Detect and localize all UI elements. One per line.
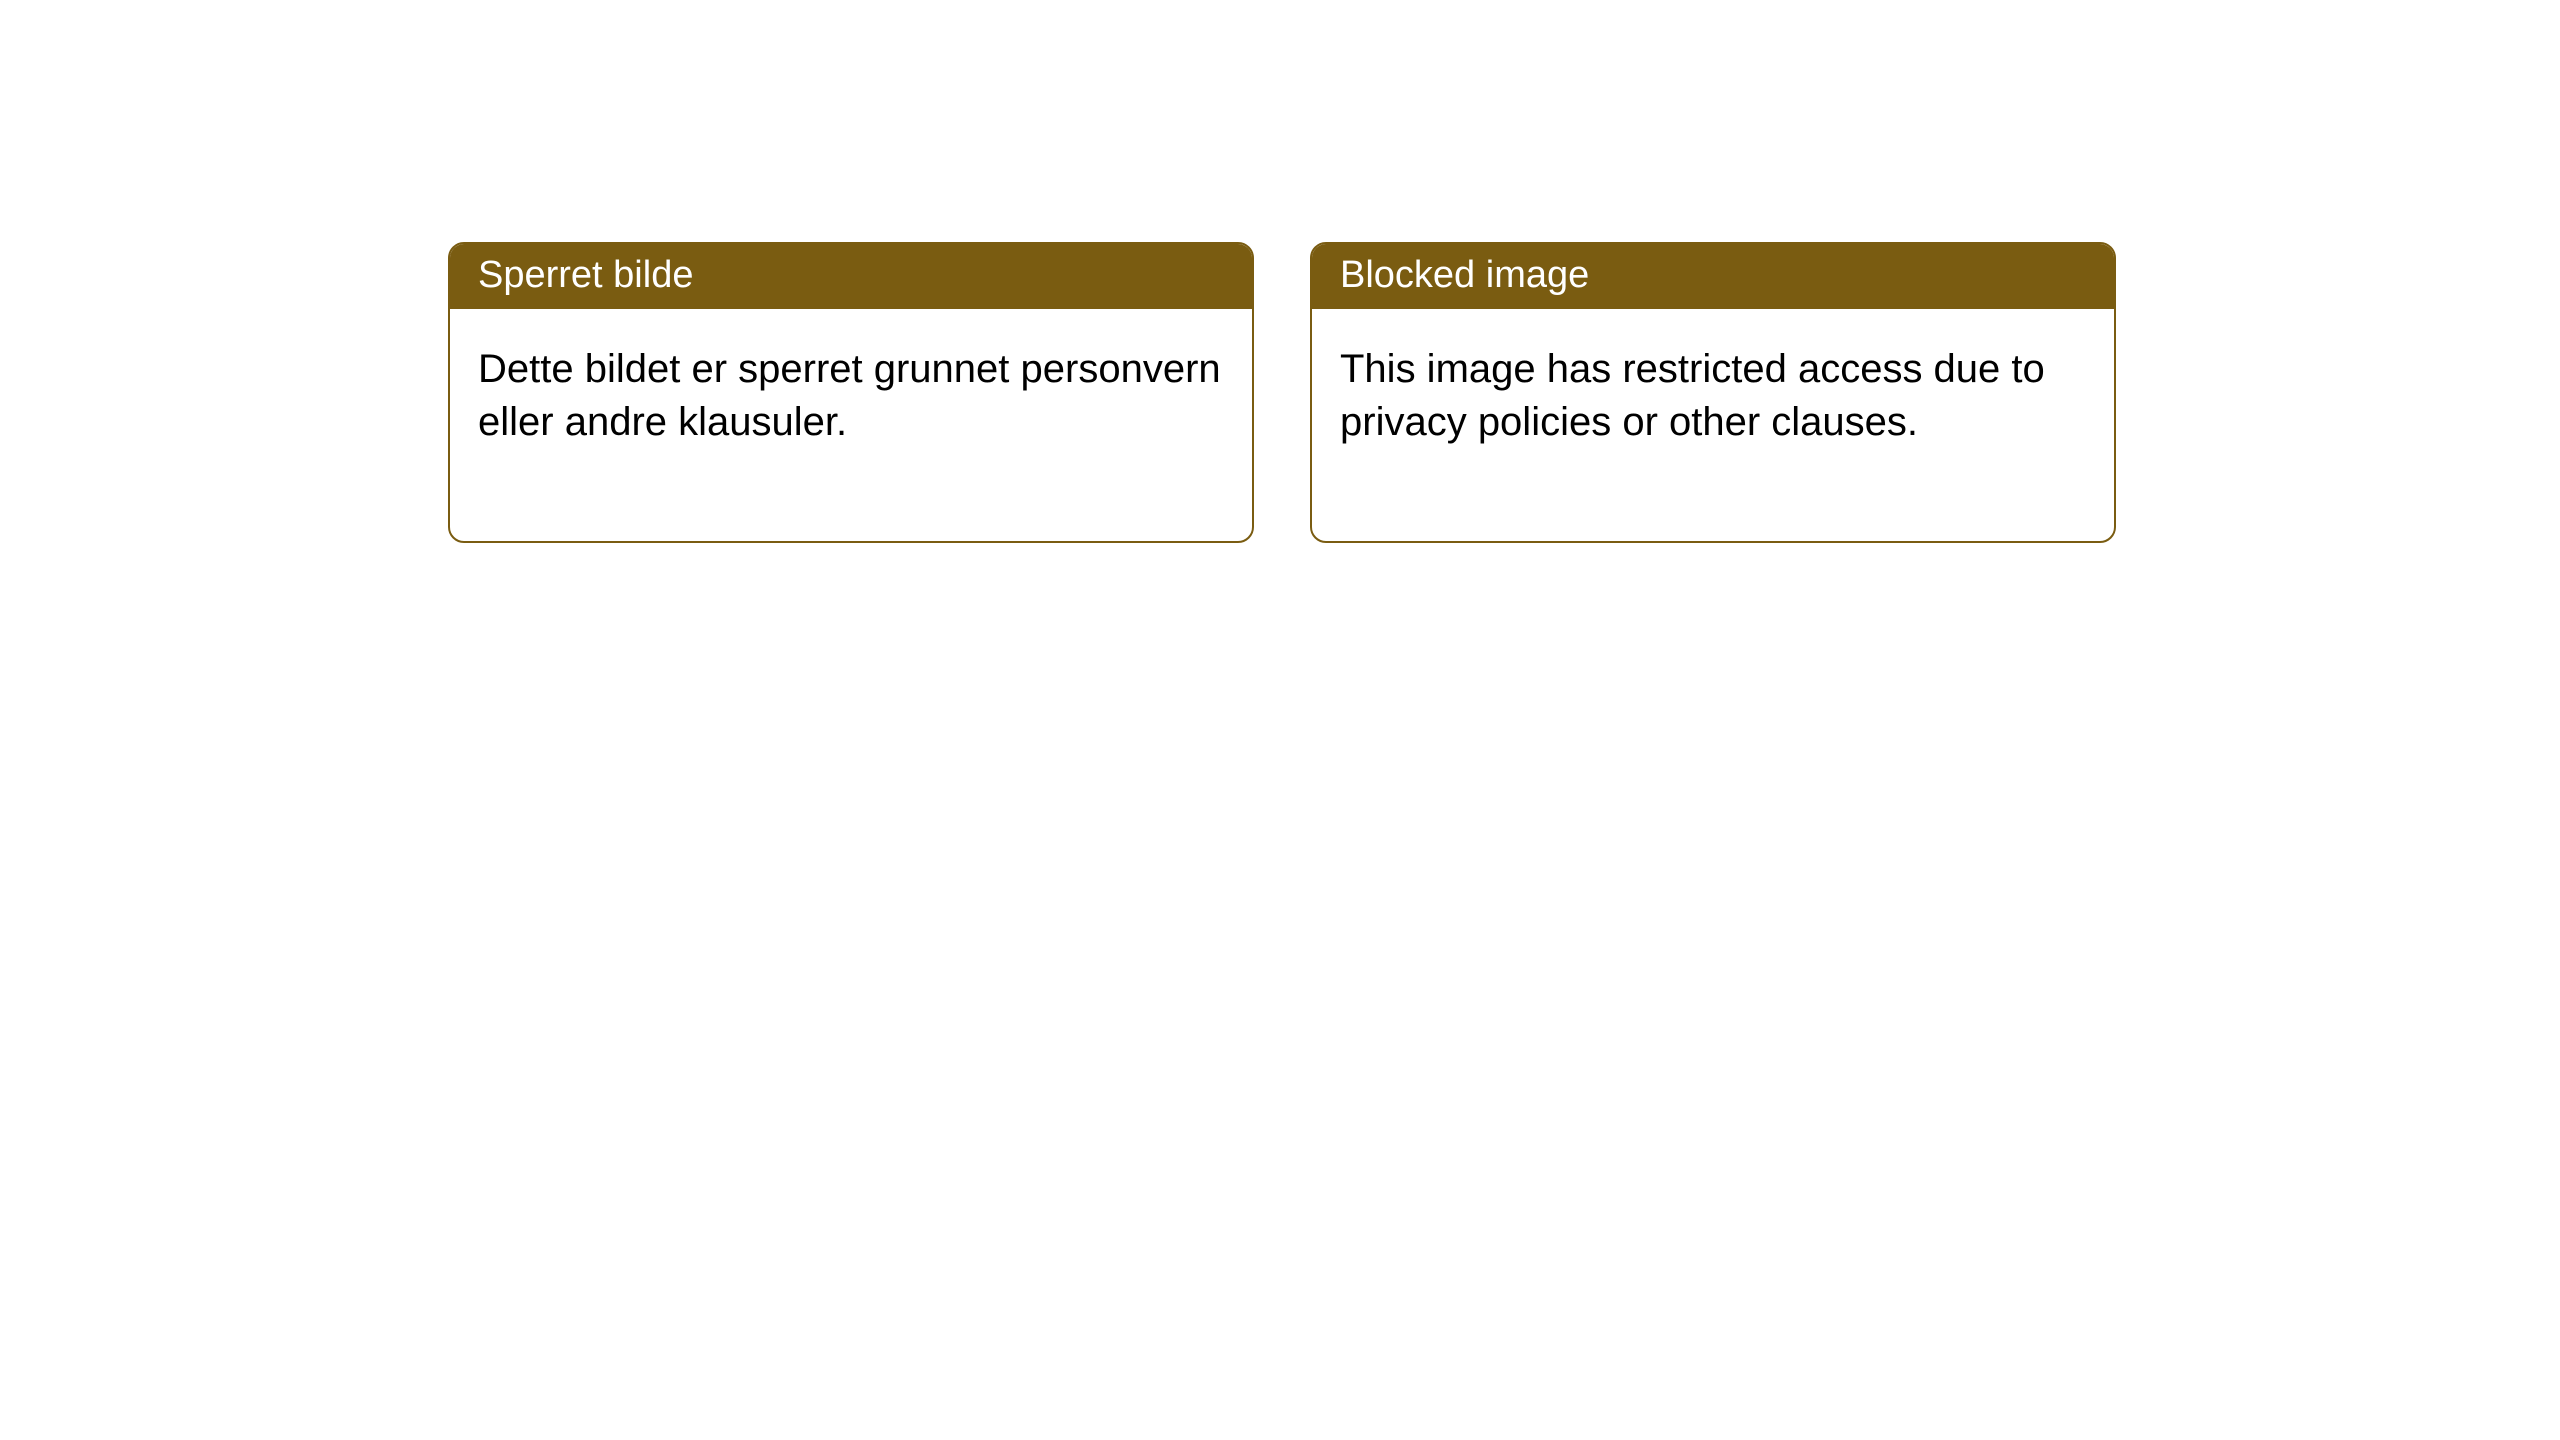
notice-title-norwegian: Sperret bilde bbox=[478, 254, 693, 296]
notice-header-english: Blocked image bbox=[1312, 244, 2114, 309]
notice-card-norwegian: Sperret bilde Dette bildet er sperret gr… bbox=[448, 242, 1254, 543]
notice-body-english: This image has restricted access due to … bbox=[1312, 309, 2114, 541]
notice-header-norwegian: Sperret bilde bbox=[450, 244, 1252, 309]
notice-container: Sperret bilde Dette bildet er sperret gr… bbox=[0, 0, 2560, 543]
notice-body-norwegian: Dette bildet er sperret grunnet personve… bbox=[450, 309, 1252, 541]
notice-text-english: This image has restricted access due to … bbox=[1340, 347, 2045, 444]
notice-card-english: Blocked image This image has restricted … bbox=[1310, 242, 2116, 543]
notice-text-norwegian: Dette bildet er sperret grunnet personve… bbox=[478, 347, 1221, 444]
notice-title-english: Blocked image bbox=[1340, 254, 1589, 296]
